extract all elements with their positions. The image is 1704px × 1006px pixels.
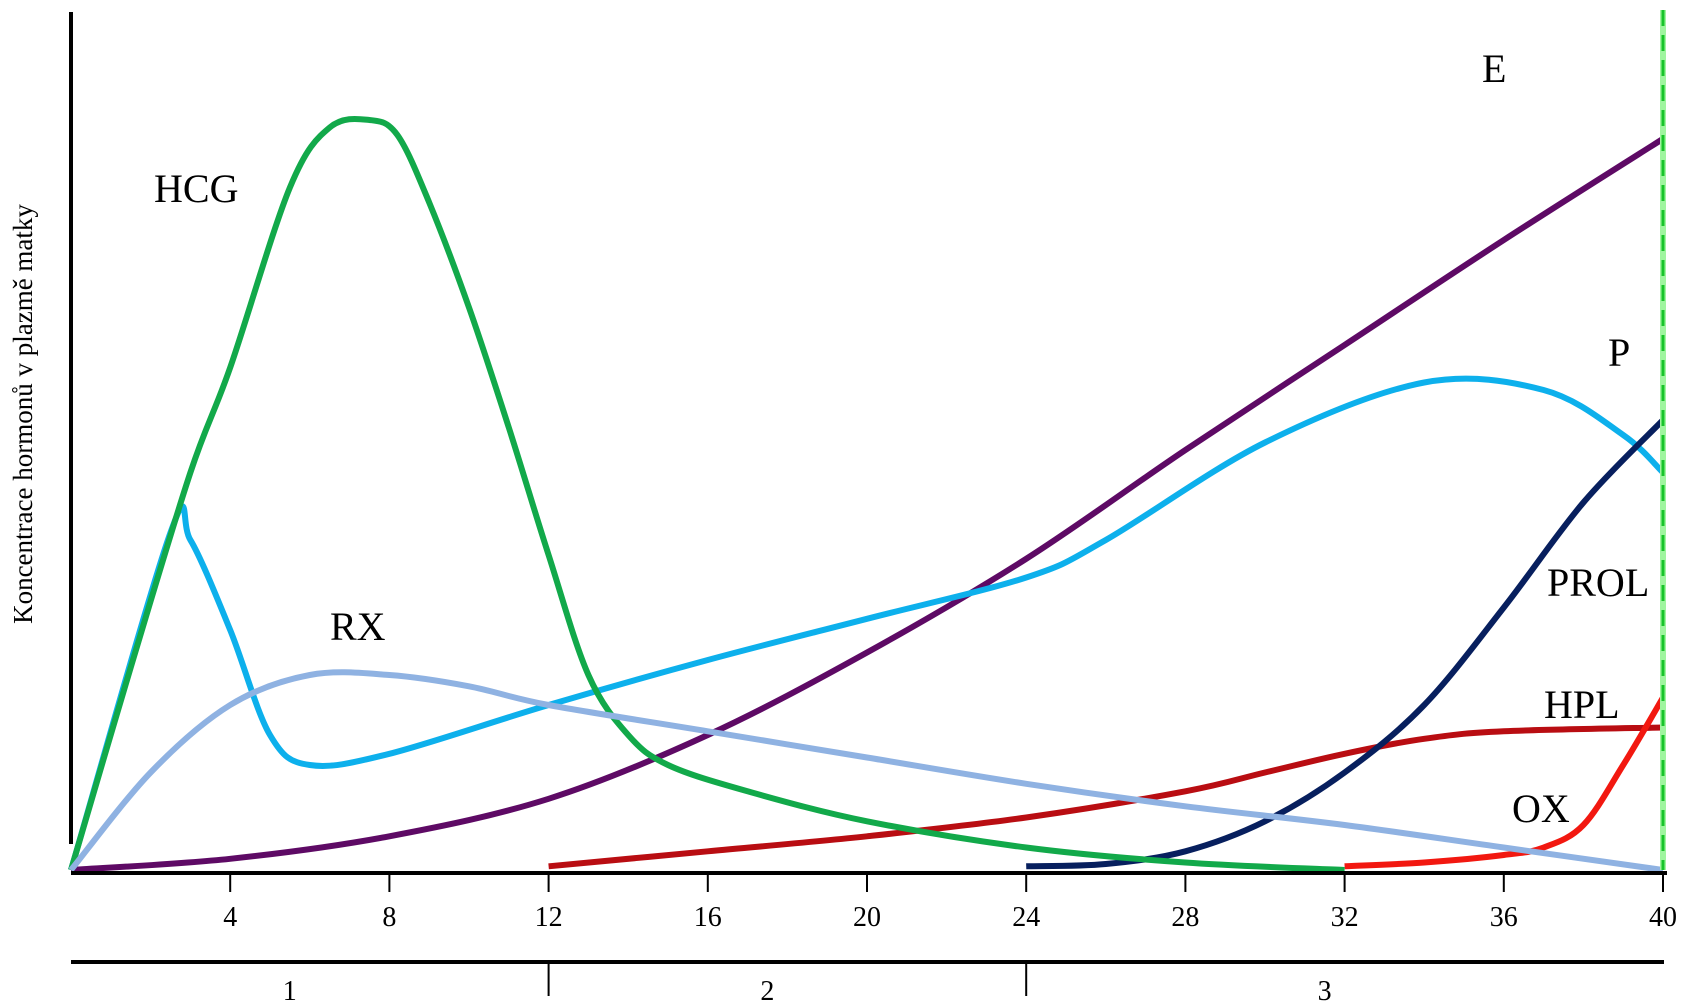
x-tick-label: 24 — [1012, 902, 1040, 933]
series-label-prol: PROL — [1547, 560, 1649, 605]
x-tick-label: 8 — [382, 902, 396, 933]
trimester-label: 2 — [760, 976, 774, 1006]
x-tick-label: 28 — [1171, 902, 1199, 933]
axes: 4 8 12 16 20 24 28 32 36 40 — [69, 10, 1677, 933]
x-tick-label: 16 — [694, 902, 722, 933]
series-line-rx — [68, 669, 1664, 873]
trimester-axis: 1 2 3 — [71, 960, 1664, 1006]
x-tick-label: 32 — [1331, 902, 1359, 933]
x-tick-label: 4 — [223, 902, 237, 933]
trimester-label: 1 — [283, 976, 297, 1006]
trimester-label: 3 — [1318, 976, 1332, 1006]
series-line-p — [68, 375, 1666, 871]
series-label-p: P — [1608, 330, 1630, 375]
x-tick-label: 40 — [1649, 902, 1677, 933]
series-label-hpl: HPL — [1544, 682, 1620, 727]
x-tick-label: 20 — [853, 902, 881, 933]
series-label-hcg: HCG — [154, 166, 238, 211]
series-label-ox: OX — [1512, 786, 1570, 831]
series-label-rx: RX — [330, 604, 386, 649]
series-line-e — [70, 136, 1665, 873]
x-tick-label: 36 — [1490, 902, 1518, 933]
y-axis-label: Koncentrace hormonů v plazmě matky — [8, 204, 38, 624]
series-labels: HCG E P RX PROL HPL OX — [154, 46, 1649, 831]
series-line-hcg — [68, 115, 1345, 873]
series-line-ox — [1344, 695, 1666, 870]
series-label-e: E — [1482, 46, 1506, 91]
series-line-hpl — [548, 724, 1664, 870]
series-lines — [68, 115, 1666, 873]
x-tick-label: 12 — [535, 902, 563, 933]
